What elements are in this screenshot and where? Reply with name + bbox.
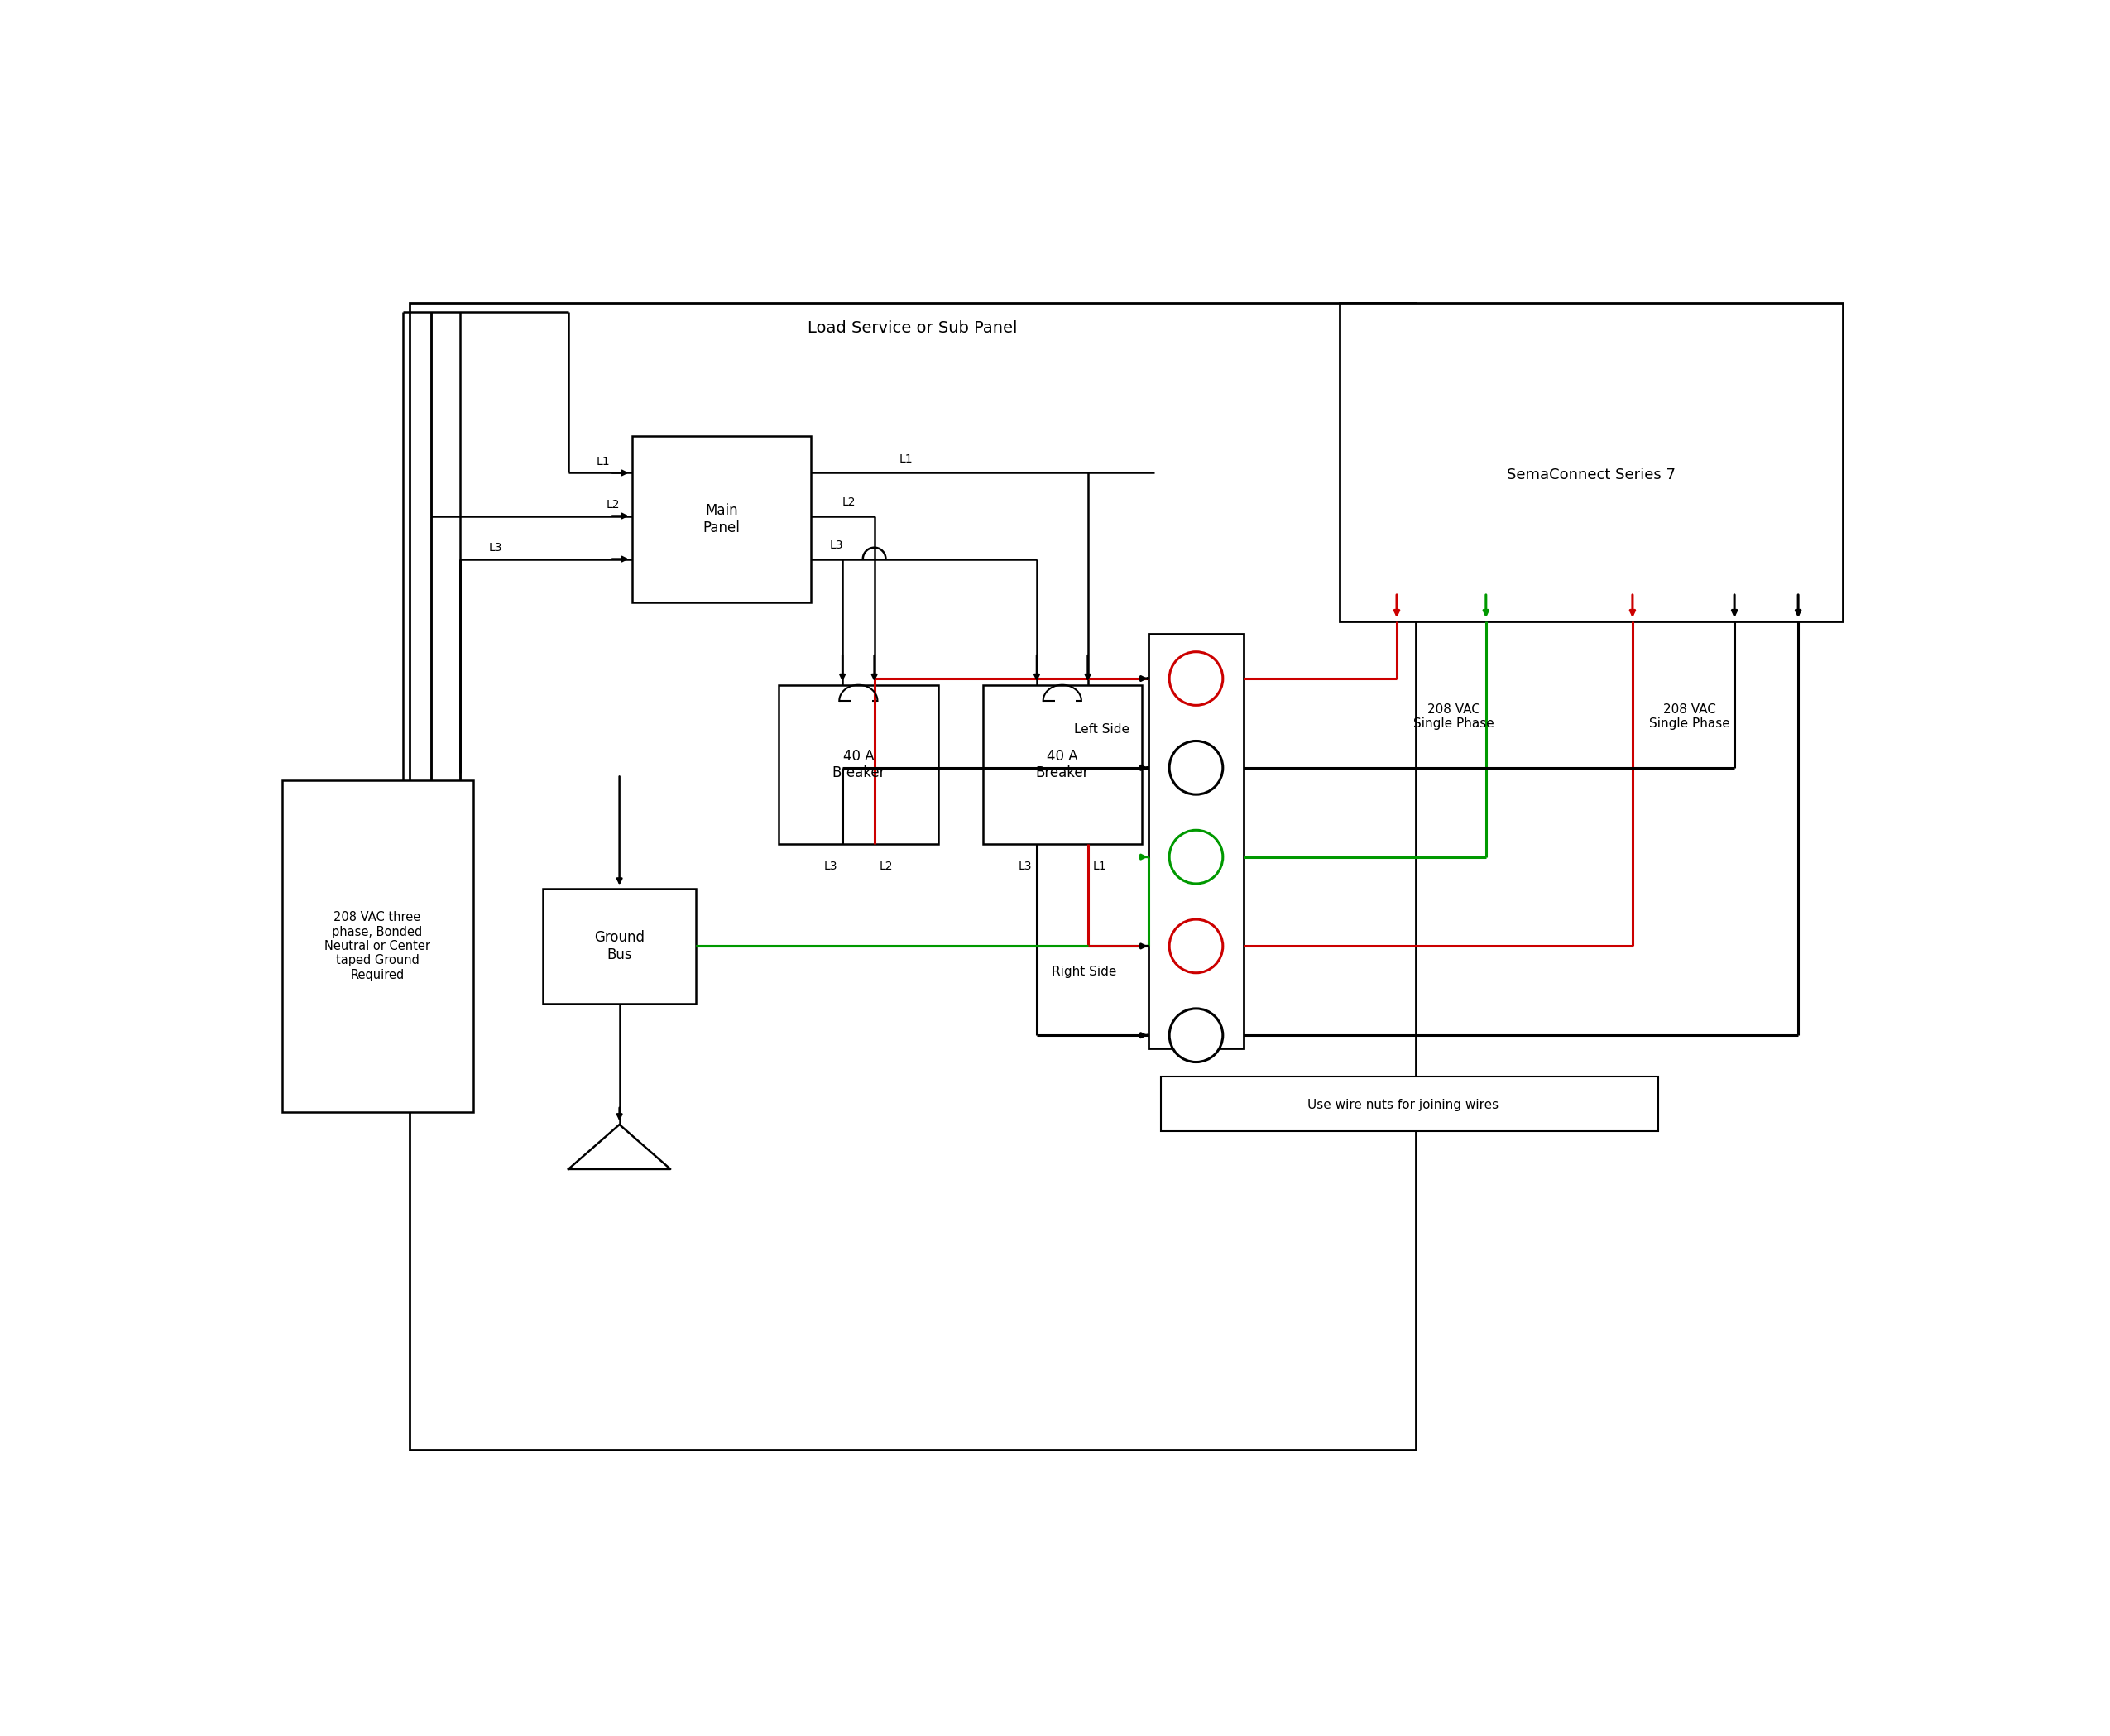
Text: L1: L1 — [1093, 861, 1106, 871]
Circle shape — [1169, 830, 1224, 884]
Bar — [409, 302, 1416, 1450]
Text: L3: L3 — [1017, 861, 1032, 871]
Text: Use wire nuts for joining wires: Use wire nuts for joining wires — [1308, 1099, 1498, 1111]
Text: L2: L2 — [842, 496, 857, 507]
Bar — [983, 686, 1142, 844]
Circle shape — [1169, 741, 1224, 795]
Bar — [633, 436, 810, 602]
Bar — [1340, 302, 1842, 621]
Text: 40 A
Breaker: 40 A Breaker — [1036, 748, 1089, 781]
Bar — [1148, 634, 1245, 1049]
Text: 208 VAC
Single Phase: 208 VAC Single Phase — [1650, 703, 1730, 731]
Circle shape — [1169, 651, 1224, 705]
Text: L2: L2 — [606, 498, 620, 510]
Text: L3: L3 — [487, 542, 502, 554]
Text: 208 VAC
Single Phase: 208 VAC Single Phase — [1414, 703, 1494, 731]
Bar — [779, 686, 939, 844]
Text: L3: L3 — [829, 540, 844, 550]
Text: Main
Panel: Main Panel — [703, 503, 741, 535]
Text: Left Side: Left Side — [1074, 724, 1129, 736]
Circle shape — [1169, 1009, 1224, 1062]
Text: Load Service or Sub Panel: Load Service or Sub Panel — [808, 319, 1017, 337]
Text: 208 VAC three
phase, Bonded
Neutral or Center
taped Ground
Required: 208 VAC three phase, Bonded Neutral or C… — [325, 911, 430, 981]
Text: L2: L2 — [880, 861, 893, 871]
Text: L3: L3 — [823, 861, 838, 871]
Circle shape — [1169, 920, 1224, 972]
Text: 40 A
Breaker: 40 A Breaker — [831, 748, 884, 781]
Text: L1: L1 — [899, 453, 914, 465]
Text: SemaConnect Series 7: SemaConnect Series 7 — [1507, 467, 1675, 483]
Bar — [283, 781, 473, 1111]
Bar — [542, 889, 696, 1003]
Text: L1: L1 — [597, 455, 610, 467]
Text: Right Side: Right Side — [1051, 965, 1116, 977]
Bar — [1160, 1076, 1658, 1130]
Text: Ground
Bus: Ground Bus — [595, 930, 646, 962]
